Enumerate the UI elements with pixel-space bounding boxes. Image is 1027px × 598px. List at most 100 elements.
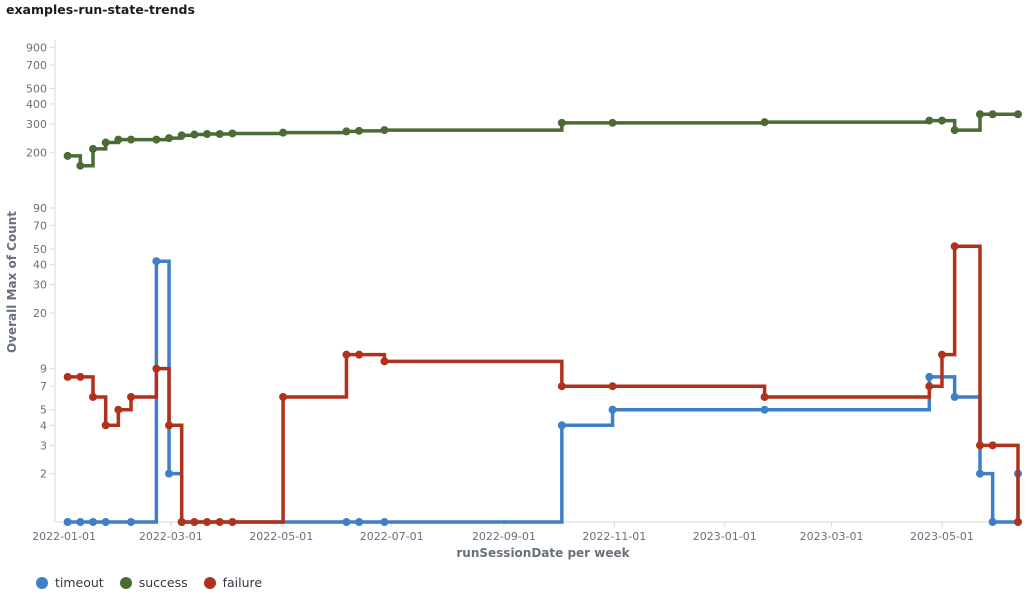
y-axis-title: Overall Max of Count: [5, 211, 19, 353]
success-point[interactable]: [190, 130, 199, 139]
y-tick-label: 50: [33, 243, 47, 256]
y-tick-label: 500: [26, 82, 47, 95]
y-tick-label: 9: [40, 363, 47, 376]
y-tick-label: 900: [26, 41, 47, 54]
failure-point[interactable]: [342, 350, 351, 359]
x-tick-label: 2022-05-01: [249, 530, 313, 543]
y-tick-label: 7: [40, 380, 47, 393]
failure-point[interactable]: [950, 242, 959, 251]
timeout-point[interactable]: [63, 518, 72, 526]
failure-point[interactable]: [152, 364, 161, 373]
failure-point[interactable]: [975, 441, 984, 450]
series-success: [63, 110, 1022, 170]
x-tick-label: 2022-01-01: [32, 530, 96, 543]
failure-point[interactable]: [177, 518, 186, 526]
success-point[interactable]: [760, 118, 769, 127]
legend-item-success[interactable]: success: [119, 575, 188, 590]
success-point[interactable]: [165, 134, 174, 143]
failure-point[interactable]: [760, 392, 769, 401]
timeout-step-line: [67, 259, 1020, 524]
y-tick-label: 20: [33, 307, 47, 320]
timeout-point[interactable]: [76, 518, 85, 526]
failure-point[interactable]: [988, 441, 997, 450]
failure-point[interactable]: [1014, 518, 1022, 526]
timeout-point[interactable]: [165, 469, 174, 478]
success-point[interactable]: [975, 110, 984, 119]
series-layer: [63, 110, 1022, 526]
success-point[interactable]: [557, 118, 566, 127]
timeout-point[interactable]: [152, 257, 161, 266]
y-tick-label: 2: [40, 468, 47, 481]
failure-point[interactable]: [89, 392, 98, 401]
failure-point[interactable]: [925, 382, 934, 391]
failure-point[interactable]: [203, 518, 212, 526]
success-point[interactable]: [228, 129, 237, 138]
success-step-line: [67, 112, 1018, 168]
legend-label: failure: [222, 575, 263, 590]
failure-point[interactable]: [63, 372, 72, 381]
timeout-point[interactable]: [101, 518, 110, 526]
failure-point[interactable]: [279, 392, 288, 401]
success-point[interactable]: [63, 151, 72, 160]
timeout-point[interactable]: [760, 405, 769, 414]
success-point[interactable]: [950, 126, 959, 135]
failure-point[interactable]: [76, 372, 85, 381]
success-point[interactable]: [203, 129, 212, 138]
failure-point[interactable]: [228, 518, 237, 526]
failure-point[interactable]: [608, 382, 617, 391]
failure-point[interactable]: [190, 518, 199, 526]
failure-point[interactable]: [355, 350, 364, 359]
timeout-point[interactable]: [557, 421, 566, 430]
success-point[interactable]: [76, 161, 85, 170]
success-point[interactable]: [608, 118, 617, 127]
success-point[interactable]: [988, 110, 997, 119]
success-point[interactable]: [355, 126, 364, 135]
legend-swatch: [203, 576, 216, 589]
timeout-point[interactable]: [342, 518, 351, 526]
legend-item-timeout[interactable]: timeout: [36, 575, 104, 590]
timeout-point[interactable]: [608, 405, 617, 414]
legend-label: success: [138, 575, 188, 590]
success-point[interactable]: [152, 135, 161, 144]
x-tick-label: 2022-07-01: [360, 530, 424, 543]
axes: 2 3 4 5 7 9 20 30 40 50 70 90 200 300 400 500 700 900 2022…: [26, 40, 1018, 543]
success-point[interactable]: [89, 144, 98, 153]
failure-point[interactable]: [165, 421, 174, 430]
y-tick-label: 200: [26, 146, 47, 159]
failure-point[interactable]: [114, 405, 123, 414]
success-point[interactable]: [101, 138, 110, 147]
failure-point[interactable]: [127, 392, 136, 401]
failure-point[interactable]: [101, 421, 110, 430]
x-tick-label: 2023-01-01: [693, 530, 757, 543]
success-point[interactable]: [1014, 110, 1022, 119]
success-point[interactable]: [127, 135, 136, 144]
y-tick-label: 300: [26, 118, 47, 131]
success-point[interactable]: [937, 116, 946, 125]
timeout-point[interactable]: [380, 518, 389, 526]
timeout-point[interactable]: [925, 372, 934, 381]
x-tick-label: 2022-03-01: [139, 530, 203, 543]
legend-item-failure[interactable]: failure: [203, 575, 263, 590]
success-point[interactable]: [925, 116, 934, 125]
timeout-point[interactable]: [975, 469, 984, 478]
timeout-point[interactable]: [89, 518, 98, 526]
failure-point[interactable]: [380, 357, 389, 366]
x-tick-label: 2022-09-01: [472, 530, 536, 543]
success-point[interactable]: [380, 126, 389, 135]
failure-point[interactable]: [215, 518, 224, 526]
success-point[interactable]: [114, 135, 123, 144]
failure-step-line: [67, 244, 1020, 524]
legend-swatch: [119, 576, 132, 589]
success-point[interactable]: [215, 129, 224, 138]
failure-point[interactable]: [557, 382, 566, 391]
failure-point[interactable]: [937, 350, 946, 359]
success-point[interactable]: [177, 131, 186, 140]
timeout-point[interactable]: [127, 518, 136, 526]
success-point[interactable]: [279, 128, 288, 137]
timeout-point[interactable]: [950, 392, 959, 401]
success-point[interactable]: [342, 127, 351, 136]
timeout-point[interactable]: [988, 518, 997, 526]
y-tick-label: 4: [40, 419, 47, 432]
timeout-point[interactable]: [355, 518, 364, 526]
